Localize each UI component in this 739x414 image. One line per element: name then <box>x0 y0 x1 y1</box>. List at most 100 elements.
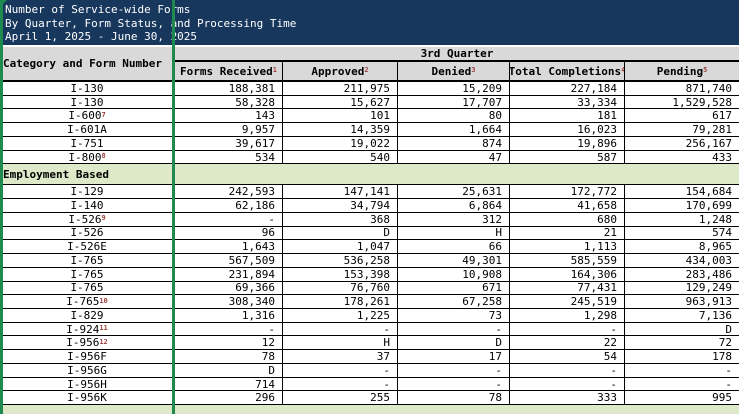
form-number-cell[interactable]: I-140 <box>0 199 175 212</box>
form-number-cell[interactable]: I-829 <box>0 309 175 322</box>
value-cell[interactable]: D <box>175 363 283 377</box>
value-cell[interactable]: D <box>398 336 510 350</box>
value-cell[interactable]: 16,023 <box>510 123 625 136</box>
value-cell[interactable]: 164,306 <box>510 267 625 281</box>
value-cell[interactable]: 585,559 <box>510 254 625 267</box>
value-cell[interactable]: 308,340 <box>175 295 283 309</box>
value-cell[interactable]: - <box>510 363 625 377</box>
form-number-cell[interactable]: I-130 <box>0 95 175 109</box>
value-cell[interactable]: 14,359 <box>283 123 398 136</box>
form-number-cell[interactable]: I-765 <box>0 267 175 281</box>
quarter-header-cell[interactable]: 3rd Quarter <box>175 47 739 62</box>
value-cell[interactable]: 21 <box>510 226 625 240</box>
value-cell[interactable]: 67,258 <box>398 295 510 309</box>
value-cell[interactable]: 255 <box>283 391 398 405</box>
column-header-total-completions[interactable]: Total Completions 4 <box>510 62 625 80</box>
value-cell[interactable]: 153,398 <box>283 267 398 281</box>
form-number-cell[interactable]: I-765 10 <box>0 295 175 309</box>
value-cell[interactable]: 66 <box>398 240 510 254</box>
form-number-cell[interactable]: I-956G <box>0 363 175 377</box>
value-cell[interactable]: 62,186 <box>175 199 283 212</box>
value-cell[interactable]: 73 <box>398 309 510 322</box>
value-cell[interactable]: 211,975 <box>283 82 398 95</box>
form-number-cell[interactable]: I-956K <box>0 391 175 405</box>
value-cell[interactable]: 1,248 <box>698 212 732 226</box>
value-cell[interactable]: 1,298 <box>510 309 625 322</box>
value-cell[interactable]: - <box>283 363 398 377</box>
value-cell[interactable]: 1,664 <box>398 123 510 136</box>
value-cell[interactable]: 8,965 <box>698 240 732 254</box>
value-cell[interactable]: 227,184 <box>510 82 625 95</box>
value-cell[interactable]: - <box>398 322 510 336</box>
form-number-cell[interactable]: I-526E <box>0 240 175 254</box>
value-cell[interactable]: - <box>725 363 732 377</box>
value-cell[interactable]: 671 <box>398 281 510 295</box>
value-cell[interactable]: 1,225 <box>283 309 398 322</box>
value-cell[interactable]: H <box>398 226 510 240</box>
value-cell[interactable]: 10,908 <box>398 267 510 281</box>
value-cell[interactable]: 178 <box>712 350 732 363</box>
value-cell[interactable]: 96 <box>175 226 283 240</box>
form-number-cell[interactable]: I-956 12 <box>0 336 175 350</box>
value-cell[interactable]: 39,617 <box>175 136 283 150</box>
value-cell[interactable]: 7,136 <box>698 309 732 322</box>
value-cell[interactable]: 15,209 <box>398 82 510 95</box>
value-cell[interactable]: 25,631 <box>398 185 510 199</box>
value-cell[interactable]: 49,301 <box>398 254 510 267</box>
form-number-cell[interactable]: I-956F <box>0 350 175 363</box>
form-number-cell[interactable]: I-751 <box>0 136 175 150</box>
value-cell[interactable]: 54 <box>510 350 625 363</box>
partial-section-row[interactable] <box>0 405 739 414</box>
form-number-cell[interactable]: I-800 8 <box>0 150 175 164</box>
value-cell[interactable]: 9,957 <box>175 123 283 136</box>
value-cell[interactable]: 534 <box>175 150 283 164</box>
form-number-cell[interactable]: I-129 <box>0 185 175 199</box>
value-cell[interactable]: 540 <box>283 150 398 164</box>
form-number-cell[interactable]: I-600 7 <box>0 109 175 123</box>
value-cell[interactable]: - <box>175 322 283 336</box>
column-header-approved[interactable]: Approved 2 <box>283 62 398 80</box>
value-cell[interactable]: 1,643 <box>175 240 283 254</box>
value-cell[interactable]: 79,281 <box>692 123 732 136</box>
value-cell[interactable]: 47 <box>398 150 510 164</box>
value-cell[interactable]: 963,913 <box>685 295 732 309</box>
form-number-cell[interactable]: I-130 <box>0 82 175 95</box>
value-cell[interactable]: - <box>725 377 732 391</box>
section-header-row[interactable]: Employment Based <box>0 164 739 186</box>
value-cell[interactable]: 22 <box>510 336 625 350</box>
value-cell[interactable]: 434,003 <box>685 254 732 267</box>
value-cell[interactable]: 368 <box>283 212 398 226</box>
value-cell[interactable]: 129,249 <box>685 281 732 295</box>
value-cell[interactable]: 12 <box>175 336 283 350</box>
value-cell[interactable]: 231,894 <box>175 267 283 281</box>
form-number-cell[interactable]: I-765 <box>0 254 175 267</box>
value-cell[interactable]: 1,316 <box>175 309 283 322</box>
value-cell[interactable]: 78 <box>398 391 510 405</box>
value-cell[interactable]: 1,529,528 <box>672 95 732 109</box>
form-number-cell[interactable]: I-956H <box>0 377 175 391</box>
value-cell[interactable]: 296 <box>175 391 283 405</box>
value-cell[interactable]: 15,627 <box>283 95 398 109</box>
value-cell[interactable]: - <box>510 377 625 391</box>
value-cell[interactable]: - <box>283 322 398 336</box>
value-cell[interactable]: - <box>398 377 510 391</box>
value-cell[interactable]: 587 <box>510 150 625 164</box>
value-cell[interactable]: 69,366 <box>175 281 283 295</box>
value-cell[interactable]: 34,794 <box>283 199 398 212</box>
value-cell[interactable]: 19,022 <box>283 136 398 150</box>
category-header-cell[interactable]: Category and Form Number <box>0 47 175 80</box>
column-header-forms-received[interactable]: Forms Received 1 <box>175 62 283 80</box>
value-cell[interactable]: 147,141 <box>283 185 398 199</box>
value-cell[interactable]: 333 <box>510 391 625 405</box>
value-cell[interactable]: 188,381 <box>175 82 283 95</box>
value-cell[interactable]: 78 <box>175 350 283 363</box>
value-cell[interactable]: 170,699 <box>685 199 732 212</box>
title-cell[interactable]: Number of Service-wide Forms By Quarter,… <box>0 0 739 45</box>
value-cell[interactable]: 77,431 <box>510 281 625 295</box>
value-cell[interactable]: 1,113 <box>510 240 625 254</box>
value-cell[interactable]: - <box>283 377 398 391</box>
value-cell[interactable]: 101 <box>283 109 398 123</box>
value-cell[interactable]: 6,864 <box>398 199 510 212</box>
value-cell[interactable]: 80 <box>398 109 510 123</box>
value-cell[interactable]: H <box>283 336 398 350</box>
